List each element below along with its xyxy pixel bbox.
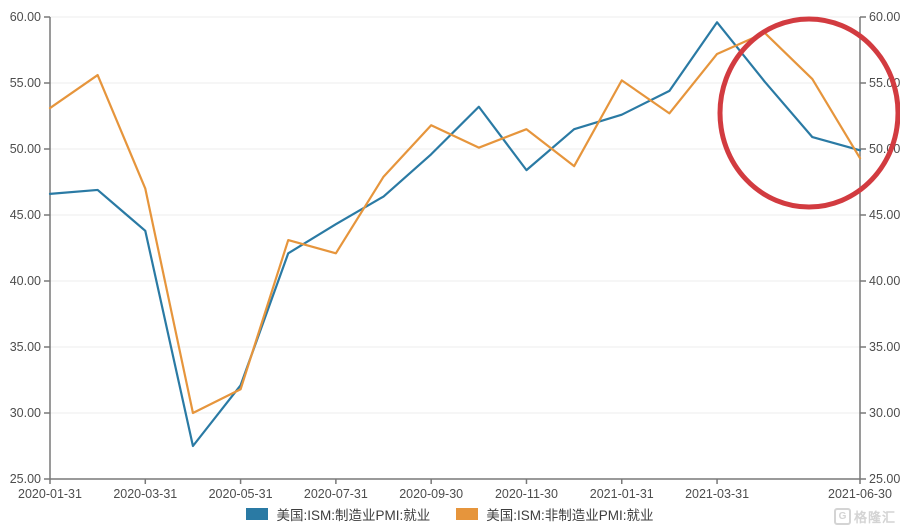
y-axis-tick-label-left: 45.00 xyxy=(10,208,41,222)
y-axis-tick-label-right: 30.00 xyxy=(869,406,900,420)
y-axis-tick-label-left: 55.00 xyxy=(10,76,41,90)
x-axis-tick-label: 2020-01-31 xyxy=(18,487,82,501)
chart-legend: 美国:ISM:制造业PMI:就业 美国:ISM:非制造业PMI:就业 xyxy=(0,504,900,524)
y-axis-tick-label-left: 50.00 xyxy=(10,142,41,156)
x-axis-tick-label: 2020-11-30 xyxy=(495,487,558,501)
y-axis-tick-label-right: 40.00 xyxy=(869,274,900,288)
y-axis-tick-label-right: 35.00 xyxy=(869,340,900,354)
x-axis-tick-label: 2021-03-31 xyxy=(685,487,749,501)
y-axis-tick-label-left: 40.00 xyxy=(10,274,41,288)
x-axis-tick-label: 2020-07-31 xyxy=(304,487,368,501)
y-axis-tick-label-right: 45.00 xyxy=(869,208,900,222)
gelonghui-logo-icon: G xyxy=(833,508,851,525)
x-axis-tick-label: 2020-03-31 xyxy=(113,487,177,501)
legend-swatch-manufacturing xyxy=(246,508,269,520)
x-axis-tick-label: 2020-09-30 xyxy=(399,487,463,501)
highlight-circle-annotation xyxy=(717,16,900,210)
x-axis-tick-label: 2021-06-30 xyxy=(828,487,892,501)
manufacturing-pmi-employment-line xyxy=(48,21,862,448)
x-axis-tick-label: 2021-01-31 xyxy=(590,487,654,501)
y-axis-tick-label-right: 60.00 xyxy=(869,10,900,24)
non-manufacturing-pmi-employment-line xyxy=(48,31,862,415)
y-axis-tick-label-left: 35.00 xyxy=(10,340,41,354)
watermark-gelonghui: G 格隆汇 xyxy=(833,507,896,526)
watermark-text: 格隆汇 xyxy=(853,510,896,525)
y-axis-tick-label-left: 30.00 xyxy=(10,406,41,420)
y-axis-tick-label-right: 25.00 xyxy=(869,472,900,486)
y-axis-tick-label-left: 60.00 xyxy=(10,10,41,24)
x-axis-tick-label: 2020-05-31 xyxy=(209,487,273,501)
legend-label-manufacturing: 美国:ISM:制造业PMI:就业 xyxy=(276,508,431,523)
legend-item-manufacturing: 美国:ISM:制造业PMI:就业 xyxy=(246,504,430,524)
legend-label-non-manufacturing: 美国:ISM:非制造业PMI:就业 xyxy=(486,508,654,523)
legend-item-non-manufacturing: 美国:ISM:非制造业PMI:就业 xyxy=(456,504,654,524)
legend-swatch-non-manufacturing xyxy=(456,508,479,520)
y-axis-tick-label-left: 25.00 xyxy=(10,472,41,486)
